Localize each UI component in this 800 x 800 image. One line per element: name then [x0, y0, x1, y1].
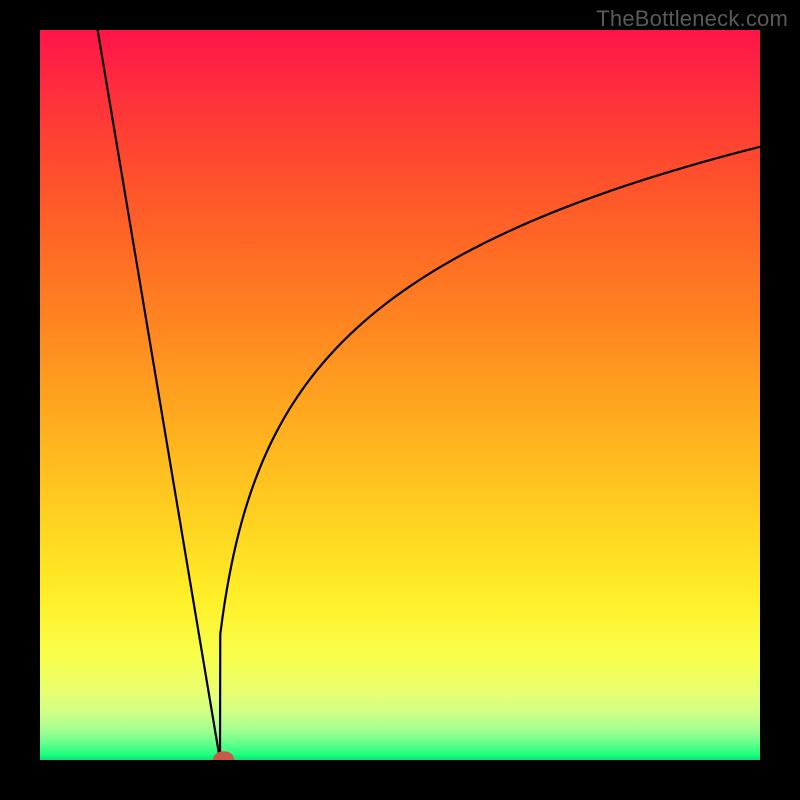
- plot-area: [40, 30, 760, 760]
- gradient-background: [40, 30, 760, 760]
- watermark-text: TheBottleneck.com: [596, 6, 788, 32]
- plot-svg: [40, 30, 760, 760]
- chart-root: TheBottleneck.com: [0, 0, 800, 800]
